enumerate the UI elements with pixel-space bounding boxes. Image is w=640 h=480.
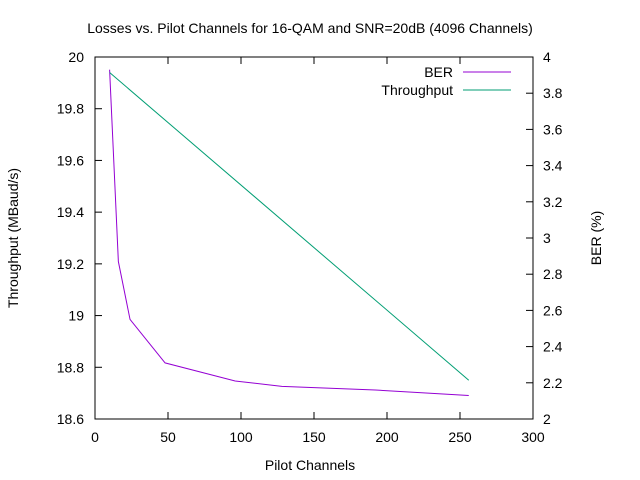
- plot-frame: [94, 56, 534, 420]
- left-y-tick-label: 19.2: [57, 256, 84, 272]
- x-axis-label: Pilot Channels: [265, 457, 355, 473]
- right-y-axis-label: BER (%): [588, 211, 604, 265]
- x-axis-ticks: 0 50 100 150 200 250 300: [91, 57, 545, 445]
- left-y-axis-ticks: 18.6 18.8 19 19.2 19.4 19.6 19.8 20: [57, 49, 102, 427]
- legend: BER Throughput: [381, 64, 511, 98]
- x-tick-label: 50: [160, 429, 176, 445]
- right-y-tick-label: 3.6: [543, 121, 563, 137]
- x-tick-label: 250: [448, 429, 472, 445]
- legend-label-throughput: Throughput: [381, 82, 453, 98]
- right-y-tick-label: 3.8: [543, 85, 563, 101]
- left-y-tick-label: 18.6: [57, 411, 84, 427]
- right-y-tick-label: 3.2: [543, 194, 563, 210]
- right-y-tick-label: 2.6: [543, 302, 563, 318]
- right-y-tick-label: 2: [543, 411, 551, 427]
- left-y-axis-label: Throughput (MBaud/s): [5, 168, 21, 308]
- x-tick-label: 150: [302, 429, 326, 445]
- left-y-tick-label: 19.8: [57, 101, 84, 117]
- right-y-tick-label: 2.2: [543, 375, 563, 391]
- right-y-tick-label: 4: [543, 49, 551, 65]
- right-y-tick-label: 3: [543, 230, 551, 246]
- right-y-tick-label: 2.4: [543, 339, 563, 355]
- left-y-tick-label: 18.8: [57, 359, 84, 375]
- left-y-tick-label: 19.6: [57, 152, 84, 168]
- left-y-tick-label: 20: [68, 49, 84, 65]
- x-tick-label: 200: [375, 429, 399, 445]
- left-y-tick-label: 19: [68, 308, 84, 324]
- right-y-tick-label: 2.8: [543, 266, 563, 282]
- series-layer: [109, 69, 470, 396]
- right-y-tick-label: 3.4: [543, 158, 563, 174]
- chart-title: Losses vs. Pilot Channels for 16-QAM and…: [87, 20, 533, 36]
- x-tick-label: 0: [91, 429, 99, 445]
- x-tick-label: 100: [229, 429, 253, 445]
- legend-label-ber: BER: [424, 64, 453, 80]
- series-line-throughput: [109, 72, 470, 381]
- left-y-tick-label: 19.4: [57, 204, 84, 220]
- series-line-ber: [109, 69, 469, 396]
- right-y-axis-ticks: 2 2.2 2.4 2.6 2.8 3 3.2 3.4 3.6 3.8 4: [526, 49, 563, 427]
- x-tick-label: 300: [521, 429, 545, 445]
